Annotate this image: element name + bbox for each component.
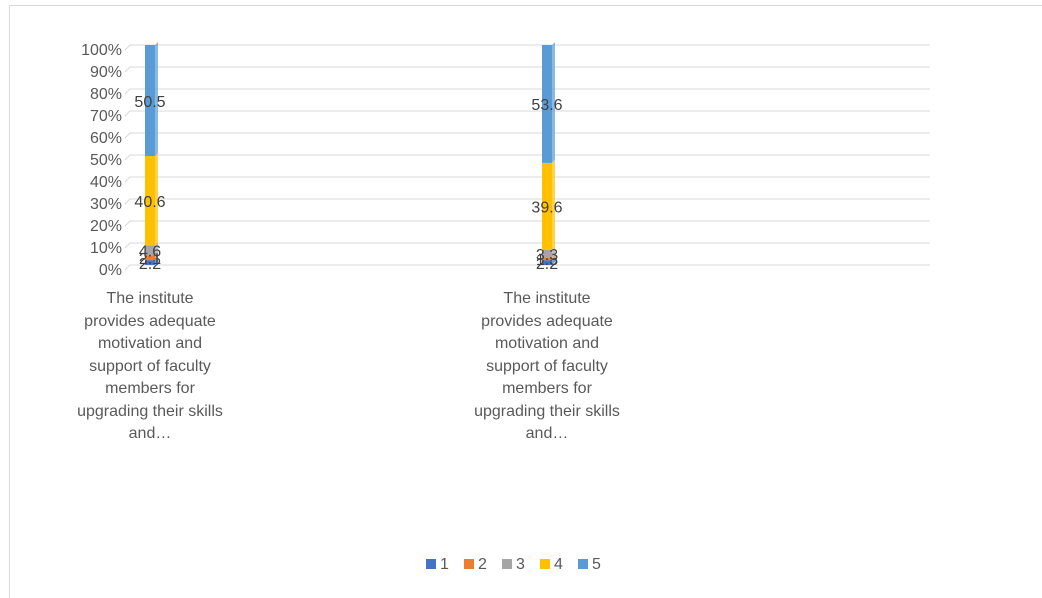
bar-segment <box>542 260 552 265</box>
grid-line-depth <box>124 176 131 183</box>
y-tick-label: 70% <box>90 108 122 125</box>
y-tick-label: 60% <box>90 130 122 147</box>
data-label: 2.1 <box>139 251 161 268</box>
legend-swatch <box>502 559 512 569</box>
y-tick-label: 20% <box>90 218 122 235</box>
chart-border <box>9 5 1042 598</box>
grid-line-depth <box>124 198 131 205</box>
data-label: 50.5 <box>134 94 165 111</box>
bar-segment-side <box>155 252 158 261</box>
bar-segment-side <box>552 254 555 261</box>
bar-segment-side <box>155 42 158 157</box>
bar-segment-side <box>155 153 158 246</box>
bar-segment <box>542 45 552 163</box>
data-label: 2.2 <box>139 256 161 273</box>
bar-segment-side <box>552 257 555 265</box>
legend-label: 1 <box>440 556 449 573</box>
bar-segment <box>542 250 552 258</box>
bar-segment-side <box>552 247 555 258</box>
bar-segment <box>145 260 155 265</box>
bar-segment <box>145 245 155 256</box>
bar-segment <box>145 156 155 246</box>
y-tick-label: 100% <box>81 42 122 59</box>
bar-segment <box>145 255 155 261</box>
legend-label: 4 <box>554 556 563 573</box>
legend-swatch <box>426 559 436 569</box>
data-label: 39.6 <box>531 200 562 217</box>
legend-swatch <box>464 559 474 569</box>
y-tick-label: 50% <box>90 152 122 169</box>
bar-segment <box>542 162 552 251</box>
x-tick-label: The institute provides adequate motivati… <box>77 290 223 442</box>
legend-label: 2 <box>478 556 487 573</box>
grid-line-depth <box>124 264 131 271</box>
bar-segment-side <box>552 159 555 251</box>
y-tick-label: 30% <box>90 196 122 213</box>
legend-label: 3 <box>516 556 525 573</box>
legend-label: 5 <box>592 556 601 573</box>
grid-line-depth <box>124 44 131 51</box>
grid-line-depth <box>124 132 131 139</box>
bar-segment-side <box>155 257 158 265</box>
y-tick-label: 80% <box>90 86 122 103</box>
legend-swatch <box>540 559 550 569</box>
y-tick-label: 0% <box>99 262 122 279</box>
grid-line-depth <box>124 242 131 249</box>
y-tick-label: 10% <box>90 240 122 257</box>
y-tick-label: 90% <box>90 64 122 81</box>
grid-line-depth <box>124 88 131 95</box>
data-label: 3.3 <box>536 247 558 264</box>
data-label: 40.6 <box>134 194 165 211</box>
grid-line-depth <box>124 110 131 117</box>
grid-line-depth <box>124 220 131 227</box>
data-label: 53.6 <box>531 97 562 114</box>
data-label: 2.2 <box>536 256 558 273</box>
legend-swatch <box>578 559 588 569</box>
bar-segment <box>542 257 552 261</box>
bar-segment-side <box>155 242 158 256</box>
grid-line-depth <box>124 66 131 73</box>
data-label: 4.6 <box>139 244 161 261</box>
y-tick-label: 40% <box>90 174 122 191</box>
grid-line-depth <box>124 154 131 161</box>
bar-segment <box>145 45 155 157</box>
bar-segment-side <box>552 42 555 163</box>
x-tick-label: The institute provides adequate motivati… <box>474 290 620 442</box>
